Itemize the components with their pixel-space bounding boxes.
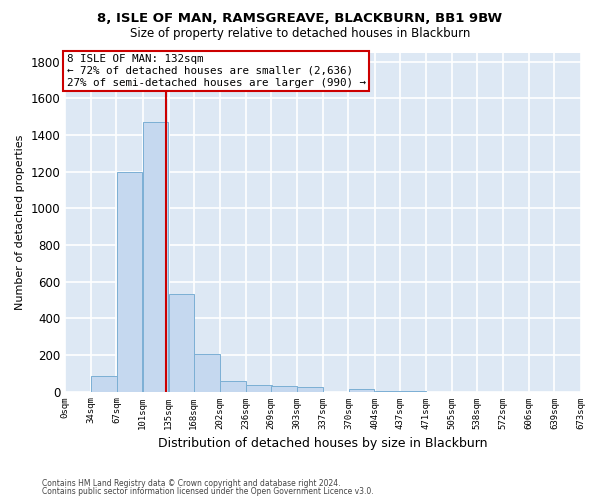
Bar — [298, 387, 323, 392]
Text: Size of property relative to detached houses in Blackburn: Size of property relative to detached ho… — [130, 28, 470, 40]
Bar — [169, 294, 194, 392]
Bar — [400, 390, 425, 392]
Bar — [194, 354, 220, 392]
Text: Contains public sector information licensed under the Open Government Licence v3: Contains public sector information licen… — [42, 487, 374, 496]
X-axis label: Distribution of detached houses by size in Blackburn: Distribution of detached houses by size … — [158, 437, 488, 450]
Bar — [246, 385, 272, 392]
Bar — [220, 380, 245, 392]
Bar — [91, 376, 117, 392]
Bar — [375, 390, 400, 392]
Y-axis label: Number of detached properties: Number of detached properties — [15, 134, 25, 310]
Bar — [271, 386, 297, 392]
Text: 8, ISLE OF MAN, RAMSGREAVE, BLACKBURN, BB1 9BW: 8, ISLE OF MAN, RAMSGREAVE, BLACKBURN, B… — [97, 12, 503, 26]
Bar — [349, 389, 374, 392]
Bar — [116, 172, 142, 392]
Text: 8 ISLE OF MAN: 132sqm
← 72% of detached houses are smaller (2,636)
27% of semi-d: 8 ISLE OF MAN: 132sqm ← 72% of detached … — [67, 54, 365, 88]
Bar — [143, 122, 169, 392]
Text: Contains HM Land Registry data © Crown copyright and database right 2024.: Contains HM Land Registry data © Crown c… — [42, 478, 341, 488]
